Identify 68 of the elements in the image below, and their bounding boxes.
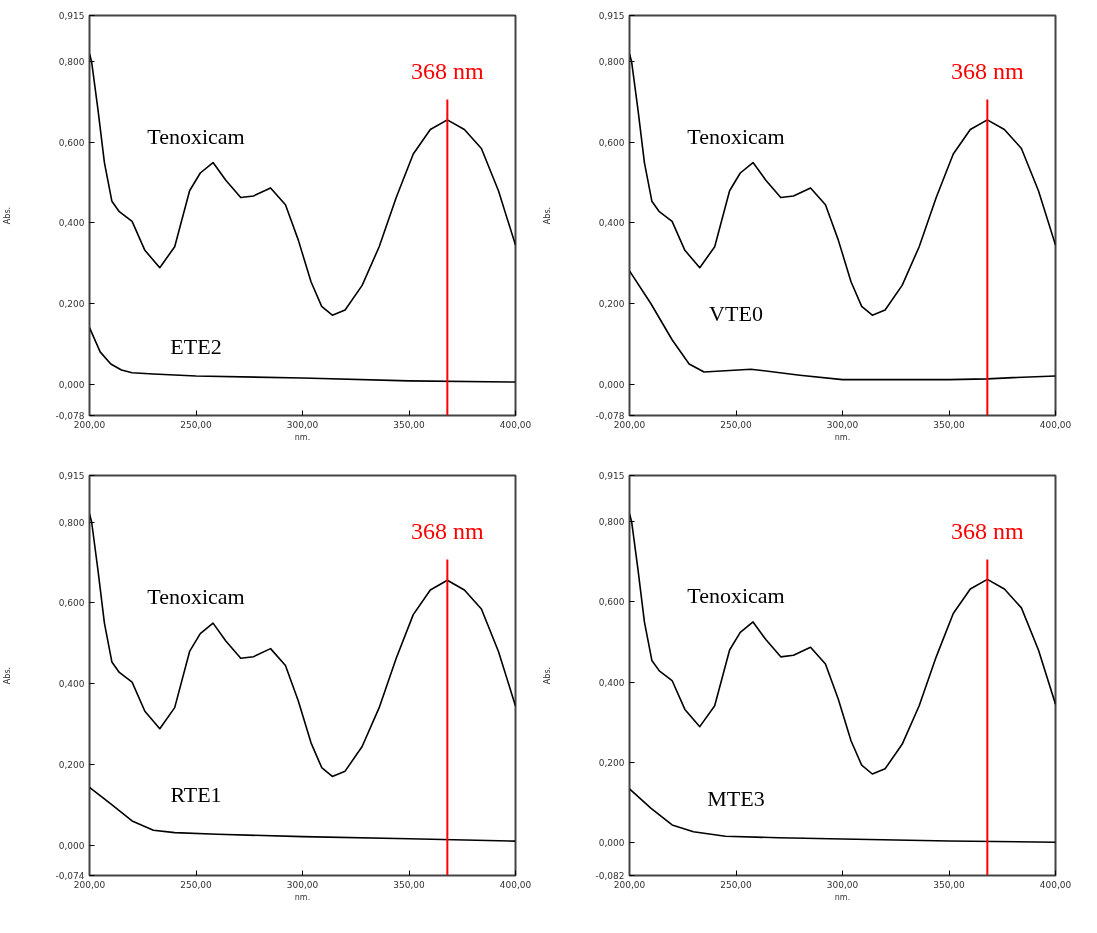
ref-line-label: 368 nm (411, 57, 485, 84)
x-tick-label: 200,00 (73, 879, 106, 890)
y-axis-title: Abs. (3, 206, 13, 225)
y-tick-label: 0,000 (58, 841, 85, 852)
y-tick-label: 0,200 (598, 757, 625, 768)
y-tick-label: 0,200 (58, 299, 85, 310)
y-tick-label: 0,915 (598, 11, 625, 21)
x-tick-label: 300,00 (286, 879, 319, 890)
series-label: MTE3 (707, 785, 765, 811)
x-tick-label: 200,00 (613, 419, 646, 430)
x-tick-label: 250,00 (720, 419, 753, 430)
series-label: RTE1 (170, 781, 222, 807)
y-tick-label: -0,078 (55, 411, 85, 421)
x-tick-label: 350,00 (393, 879, 426, 890)
y-tick-label: 0,800 (58, 517, 85, 528)
x-axis-title: nm. (834, 432, 851, 442)
y-axis-title: Abs. (543, 206, 553, 225)
series-label: Tenoxicam (147, 584, 245, 610)
x-tick-label: 350,00 (933, 879, 966, 890)
x-tick-label: 400,00 (1039, 419, 1072, 430)
x-tick-label: 350,00 (393, 419, 426, 430)
x-tick-label: 400,00 (499, 879, 532, 890)
y-tick-label: 0,400 (58, 679, 85, 690)
y-axis-title: Abs. (543, 666, 553, 685)
x-tick-label: 400,00 (499, 419, 532, 430)
series-label: Tenoxicam (687, 123, 785, 149)
y-tick-label: 0,915 (598, 471, 625, 481)
y-tick-label: 0,000 (598, 838, 625, 849)
x-tick-label: 400,00 (1039, 879, 1072, 890)
x-axis-title: nm. (834, 892, 851, 902)
x-tick-label: 200,00 (73, 419, 106, 430)
x-tick-label: 300,00 (826, 879, 859, 890)
ref-line-label: 368 nm (411, 517, 485, 544)
y-tick-label: 0,600 (58, 137, 85, 148)
y-tick-label: 0,000 (58, 379, 85, 390)
series-label: Tenoxicam (147, 123, 245, 149)
x-tick-label: 200,00 (613, 879, 646, 890)
x-axis-title: nm. (294, 892, 311, 902)
x-tick-label: 250,00 (180, 879, 213, 890)
ref-line-label: 368 nm (951, 57, 1025, 84)
x-tick-label: 350,00 (933, 419, 966, 430)
y-tick-label: 0,915 (58, 471, 85, 481)
x-tick-label: 300,00 (826, 419, 859, 430)
y-tick-label: 0,915 (58, 11, 85, 21)
x-tick-label: 250,00 (720, 879, 753, 890)
y-tick-label: 0,000 (598, 379, 625, 390)
y-tick-label: 0,800 (58, 57, 85, 68)
series-label: Tenoxicam (687, 582, 785, 608)
ref-line-label: 368 nm (951, 517, 1025, 544)
y-tick-label: 0,400 (58, 218, 85, 229)
y-tick-label: 0,600 (58, 598, 85, 609)
x-axis-title: nm. (294, 432, 311, 442)
y-axis-title: Abs. (3, 666, 13, 685)
series-label: ETE2 (170, 333, 222, 359)
y-tick-label: 0,600 (598, 597, 625, 608)
x-tick-label: 250,00 (180, 419, 213, 430)
y-tick-label: 0,400 (598, 677, 625, 688)
y-tick-label: 0,600 (598, 137, 625, 148)
y-tick-label: 0,400 (598, 218, 625, 229)
series-label: VTE0 (709, 300, 763, 326)
y-tick-label: 0,800 (598, 517, 625, 528)
y-tick-label: 0,800 (598, 57, 625, 68)
y-tick-label: 0,200 (598, 299, 625, 310)
y-tick-label: -0,078 (595, 411, 625, 421)
x-tick-label: 300,00 (286, 419, 319, 430)
y-tick-label: -0,074 (55, 871, 85, 881)
y-tick-label: 0,200 (58, 760, 85, 771)
y-tick-label: -0,082 (595, 871, 625, 881)
